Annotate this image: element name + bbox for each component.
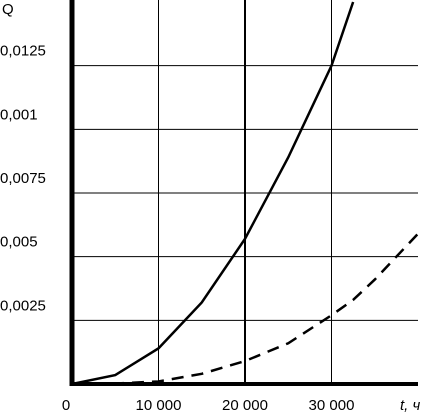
x-tick-label: 0 <box>62 397 70 414</box>
y-tick-label: 0,0025 <box>0 297 46 314</box>
series-line <box>71 1 355 386</box>
y-tick-label: 0,001 <box>0 106 38 123</box>
y-tick-label: 0,005 <box>0 234 38 251</box>
x-tick-label: 20 000 <box>222 397 268 414</box>
x-axis-label: t, ч <box>400 397 421 414</box>
y-tick-label: 0,0075 <box>0 170 46 187</box>
series-line <box>71 232 419 386</box>
x-tick-label: 10 000 <box>136 397 182 414</box>
x-tick-label: 30 000 <box>309 397 355 414</box>
y-tick-label: 0,0125 <box>0 43 46 60</box>
y-axis-label: Q <box>2 1 14 18</box>
